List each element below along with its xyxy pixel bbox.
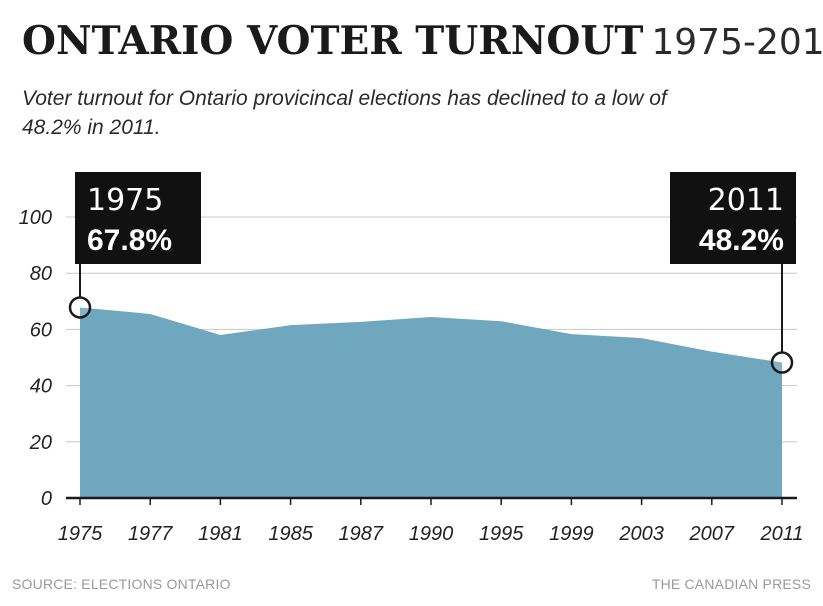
y-tick-label: 0 [41, 488, 52, 510]
y-tick-label: 100 [19, 207, 52, 229]
callout-value-2011: 48.2% [699, 224, 784, 257]
credit-note: THE CANADIAN PRESS [651, 576, 811, 592]
title-range: 1975-2011 [651, 22, 823, 63]
x-tick-label: 1985 [268, 523, 313, 545]
x-tick-label: 2007 [689, 523, 735, 545]
callout-box-1975 [75, 172, 201, 264]
x-tick-label: 2003 [618, 523, 664, 545]
y-tick-label: 60 [30, 319, 52, 341]
title-main: ONTARIO VOTER TURNOUT [22, 18, 644, 64]
callout-year-2011: 2011 [708, 183, 784, 218]
x-tick-label: 1990 [409, 523, 454, 545]
chart-subtitle: Voter turnout for Ontario provicincal el… [22, 87, 667, 139]
callout-value-1975: 67.8% [87, 224, 172, 257]
y-tick-label: 80 [30, 263, 52, 285]
x-tick-label: 1999 [549, 523, 594, 545]
callout-marker-2011 [770, 351, 794, 374]
y-tick-label: 40 [30, 376, 52, 398]
callout-marker-1975 [68, 296, 92, 319]
callout-year-1975: 1975 [87, 183, 163, 218]
x-tick-label: 1995 [479, 523, 524, 545]
x-tick-label: 1977 [128, 523, 173, 545]
y-tick-label: 20 [29, 432, 52, 454]
x-tick-label: 1975 [58, 523, 103, 545]
x-tick-label: 1987 [339, 523, 384, 545]
x-tick-label: 1981 [198, 523, 243, 545]
x-tick-label: 2011 [759, 523, 803, 545]
turnout-area [80, 307, 782, 498]
source-note: SOURCE: ELECTIONS ONTARIO [12, 576, 231, 592]
callout-box-2011 [670, 172, 796, 264]
